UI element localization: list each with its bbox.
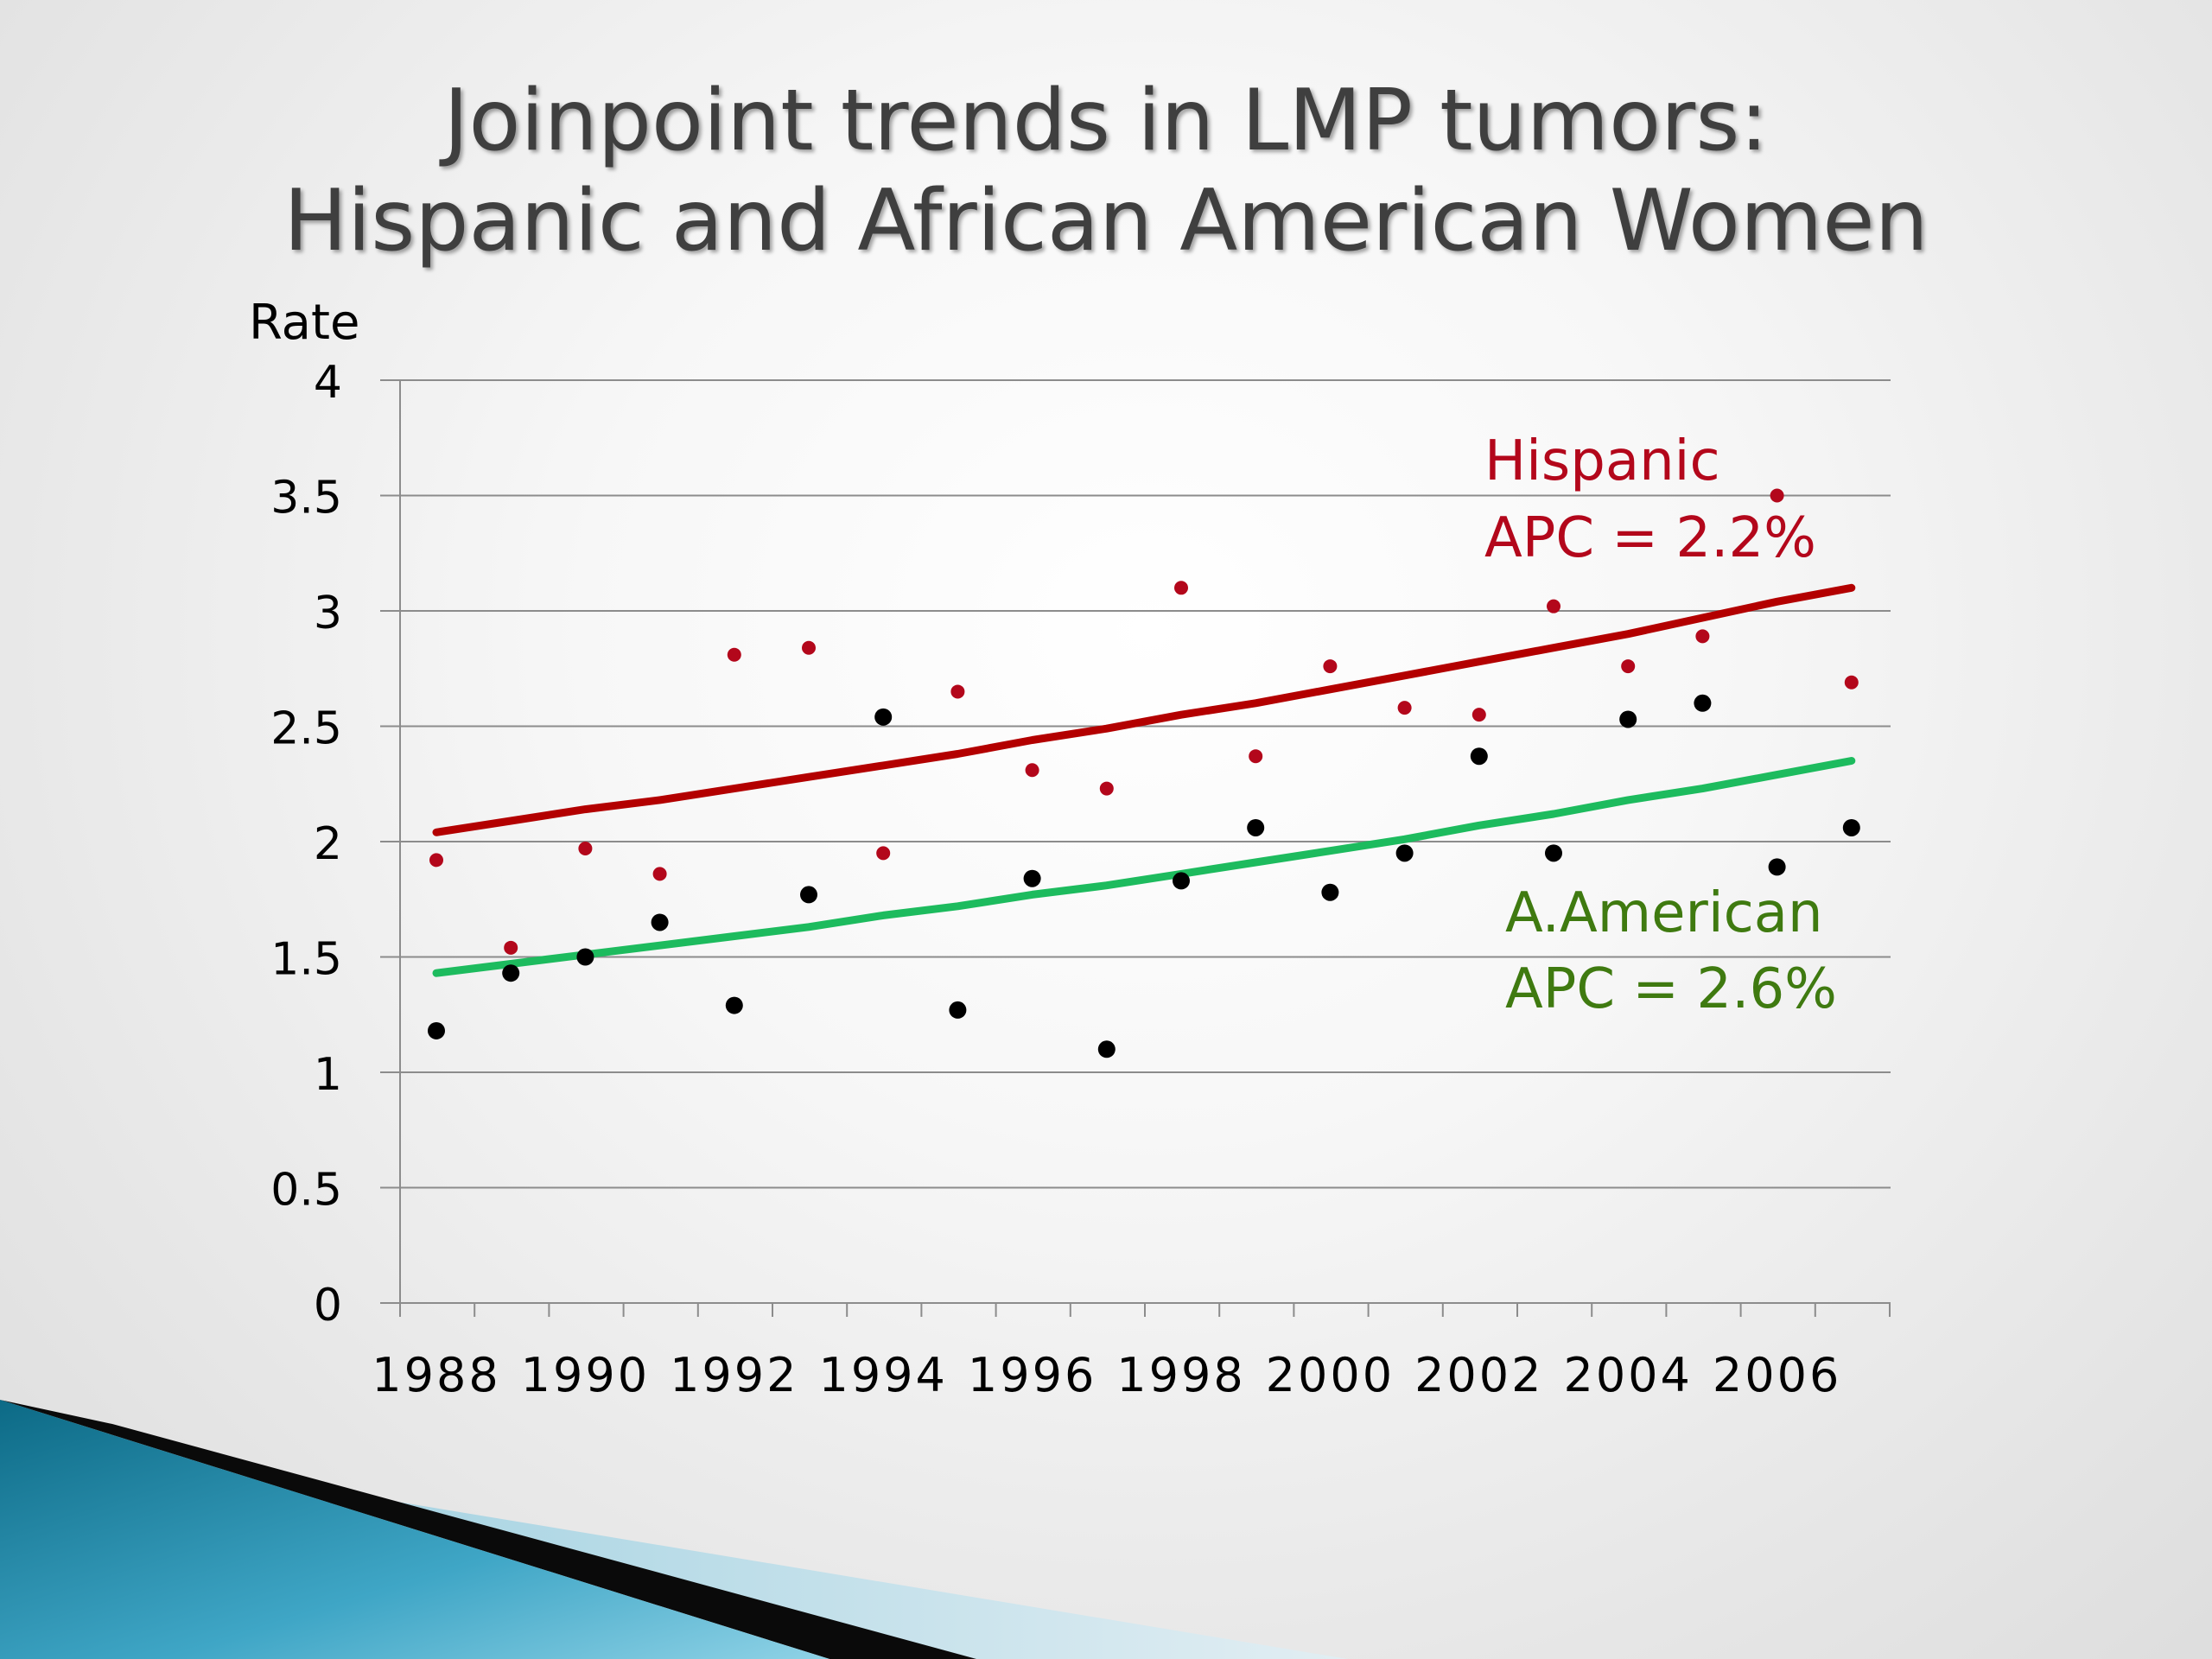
african_american-data-point — [651, 913, 669, 931]
data-points — [428, 488, 1860, 1058]
african_american-data-point — [428, 1021, 445, 1039]
hispanic-data-point — [1844, 675, 1859, 690]
hispanic-data-point — [429, 853, 443, 868]
axes: 0 0.5 1 1.5 2 2.5 3 3.5 4 1988 1990 1992 1994 1996 199… — [270, 357, 1891, 1402]
x-tick-label: 2002 — [1414, 1348, 1543, 1402]
y-tick-label: 3 — [314, 588, 342, 639]
black-swoosh — [0, 1400, 976, 1659]
african_american-data-point — [502, 964, 520, 982]
y-tick-label: 1.5 — [270, 934, 342, 986]
african_american-data-point — [949, 1001, 967, 1019]
hispanic-data-point — [578, 842, 593, 856]
african_american-data-point — [1842, 818, 1860, 836]
title-line-2: Hispanic and African American Women — [283, 172, 1929, 270]
african_american-data-point — [1694, 694, 1712, 712]
hispanic-data-point — [1099, 781, 1114, 796]
x-tick-label: 1994 — [818, 1348, 947, 1402]
african_american-data-point — [1470, 747, 1488, 766]
x-tick-label: 1990 — [521, 1348, 650, 1402]
african-american-apc-label: APC = 2.6% — [1505, 957, 1837, 1021]
y-tick-label: 2 — [314, 818, 342, 870]
african_american-data-point — [1619, 710, 1637, 728]
hispanic-data-point — [1695, 629, 1710, 644]
slide-title: Joinpoint trends in LMP tumors: Hispanic… — [0, 71, 2212, 271]
hispanic-data-point — [504, 940, 518, 955]
african_american-data-point — [800, 886, 817, 904]
hispanic-data-point — [652, 867, 667, 881]
x-tick-label: 1988 — [372, 1348, 500, 1402]
african_american-data-point — [1023, 869, 1041, 887]
series-labels: Hispanic APC = 2.2% A.American APC = 2.6… — [1484, 429, 1837, 1021]
hispanic-data-point — [1323, 659, 1338, 674]
hispanic-data-point — [1249, 749, 1263, 764]
y-axis-label: Rate — [249, 295, 359, 351]
hispanic-data-point — [1621, 659, 1636, 674]
hispanic-trend-line — [432, 583, 1856, 836]
x-tick-label: 2000 — [1266, 1348, 1395, 1402]
hispanic-data-point — [1174, 581, 1188, 595]
african_american-data-point — [1768, 858, 1786, 876]
hispanic-series-label: Hispanic — [1484, 429, 1720, 493]
x-tick-label: 1998 — [1116, 1348, 1245, 1402]
grid-lines — [380, 379, 1891, 1304]
x-tick-label: 2004 — [1563, 1348, 1692, 1402]
y-tick-label: 0 — [314, 1280, 342, 1332]
african_american-data-point — [1097, 1040, 1116, 1058]
hispanic-data-point — [876, 846, 891, 861]
african_american-data-point — [1545, 844, 1562, 862]
african_american-data-point — [1173, 872, 1190, 890]
y-tick-label: 3.5 — [270, 473, 342, 524]
hispanic-data-point — [1397, 701, 1412, 715]
african_american-data-point — [1395, 844, 1414, 862]
african_american-data-point — [874, 708, 893, 726]
y-tick-label: 0.5 — [270, 1165, 342, 1217]
hispanic-data-point — [950, 684, 965, 699]
x-tick-label: 2006 — [1713, 1348, 1841, 1402]
y-tick-label: 1 — [314, 1049, 342, 1101]
african_american-trend-line — [432, 757, 1856, 977]
african_american-data-point — [725, 996, 743, 1014]
hispanic-data-point — [1471, 708, 1486, 722]
trend-lines — [432, 583, 1856, 977]
hispanic-data-point — [802, 640, 816, 655]
african-american-series-label: A.American — [1505, 881, 1823, 945]
teal-swoosh — [0, 1400, 830, 1659]
x-tick-label: 1992 — [670, 1348, 798, 1402]
title-line-1: Joinpoint trends in LMP tumors: — [443, 72, 1769, 170]
african_american-data-point — [576, 948, 594, 966]
x-tick-label: 1996 — [968, 1348, 1096, 1402]
hispanic-data-point — [1547, 599, 1560, 613]
y-tick-label: 4 — [314, 357, 342, 409]
hispanic-data-point — [1025, 763, 1039, 778]
hispanic-data-point — [1770, 488, 1784, 503]
african_american-data-point — [1247, 818, 1265, 836]
y-tick-label: 2.5 — [270, 703, 342, 755]
african_american-data-point — [1321, 883, 1339, 901]
hispanic-data-point — [727, 647, 741, 662]
light-blue-swoosh — [225, 1473, 1348, 1659]
hispanic-apc-label: APC = 2.2% — [1484, 506, 1816, 570]
